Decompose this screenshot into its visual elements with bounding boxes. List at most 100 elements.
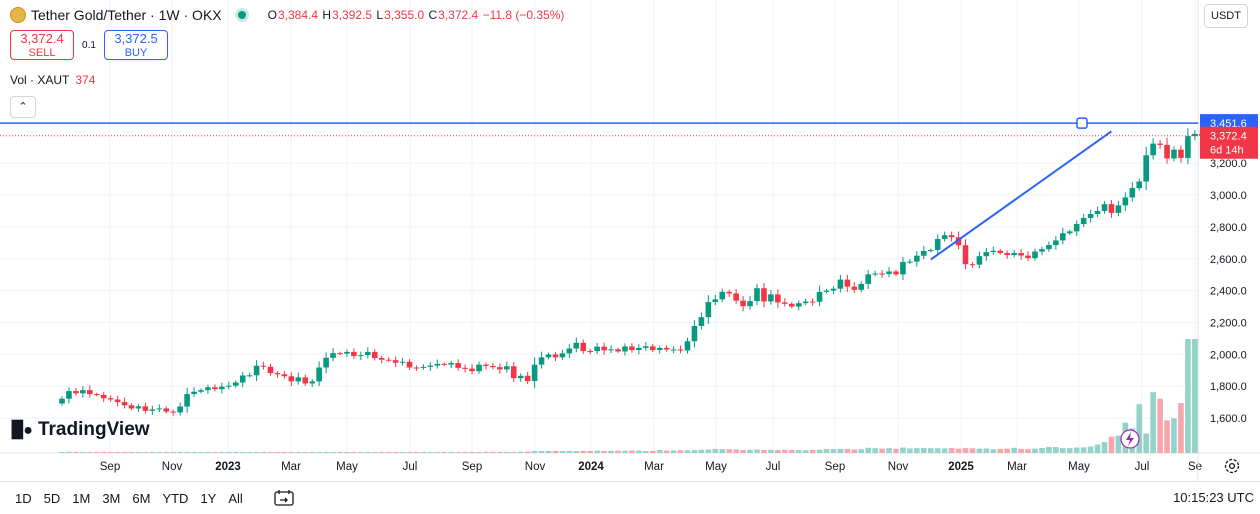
candle-body xyxy=(872,273,878,275)
range-1d[interactable]: 1D xyxy=(15,490,32,506)
volume-bar xyxy=(191,452,197,453)
y-tick-label: 3,200.0 xyxy=(1210,158,1247,170)
volume-bar xyxy=(135,452,142,453)
candle-body xyxy=(260,365,267,367)
candle-body xyxy=(1185,136,1191,158)
range-5d[interactable]: 5D xyxy=(43,490,61,506)
collapse-legend-button[interactable]: ⌃ xyxy=(10,96,36,118)
volume-bar xyxy=(1046,446,1052,453)
logo-text: TradingView xyxy=(37,419,150,440)
date-range-calendar-icon[interactable] xyxy=(273,489,295,507)
volume-bar xyxy=(476,451,482,453)
sell-button[interactable]: 3,372.4 SELL xyxy=(10,30,74,60)
candle-body xyxy=(420,366,427,368)
volume-bar xyxy=(677,450,684,453)
candle-body xyxy=(177,406,183,413)
range-ytd[interactable]: YTD xyxy=(162,490,189,506)
candle-body xyxy=(545,354,552,358)
candle-body xyxy=(1066,231,1073,234)
candle-body xyxy=(1032,251,1038,259)
tradingview-logo[interactable]: ▉● TradingView xyxy=(12,419,150,441)
lightning-bolt-icon xyxy=(1126,432,1134,446)
candle-body xyxy=(775,294,781,303)
volume-bar xyxy=(462,452,468,453)
candle-body xyxy=(608,349,614,351)
range-1y[interactable]: 1Y xyxy=(200,490,217,506)
volume-bar xyxy=(670,450,677,453)
candle-body xyxy=(510,366,517,379)
volume-bar xyxy=(406,452,413,453)
candle-body xyxy=(719,291,726,300)
candle-body xyxy=(1122,197,1129,206)
trade-panel: 3,372.4 SELL 0.1 3,372.5 BUY xyxy=(10,30,168,60)
candle-body xyxy=(677,349,684,351)
volume-bar xyxy=(441,452,448,453)
candle-body xyxy=(837,279,844,289)
candle-body xyxy=(962,245,969,265)
volume-legend: Vol · XAUT 374 xyxy=(10,73,95,87)
candle-body xyxy=(73,391,79,394)
currency-button[interactable]: USDT xyxy=(1204,4,1248,28)
range-6m[interactable]: 6M xyxy=(132,490,151,506)
range-all[interactable]: All xyxy=(228,490,243,506)
candle-body xyxy=(309,381,315,384)
symbol-title[interactable]: Tether Gold/Tether · 1W · OKX xyxy=(31,7,222,23)
candle-body xyxy=(128,405,135,409)
volume-bar xyxy=(1080,447,1087,453)
settings-gear-icon[interactable] xyxy=(1222,456,1242,476)
candle-body xyxy=(448,363,454,365)
candle-body xyxy=(1080,217,1087,225)
candle-body xyxy=(344,351,350,354)
candle-body xyxy=(934,239,941,250)
range-3m[interactable]: 3M xyxy=(102,490,121,506)
volume-bar xyxy=(559,451,566,453)
volume-bar xyxy=(413,452,420,453)
volume-bar xyxy=(545,450,552,453)
candle-body xyxy=(670,349,677,351)
volume-bar xyxy=(274,452,281,453)
x-tick-label: Jul xyxy=(1135,461,1150,473)
volume-bar xyxy=(1143,433,1149,453)
candle-body xyxy=(726,291,732,294)
volume-bar xyxy=(149,452,156,453)
candle-body xyxy=(191,391,197,395)
candle-body xyxy=(747,301,753,307)
candle-body xyxy=(893,271,899,275)
volume-bar xyxy=(698,449,705,453)
candle-body xyxy=(1129,188,1136,198)
range-1m[interactable]: 1M xyxy=(72,490,91,506)
volume-bar xyxy=(795,450,802,453)
volume-bar xyxy=(823,448,830,453)
volume-bar xyxy=(281,452,288,453)
candle-body xyxy=(93,394,100,396)
volume-bar xyxy=(1018,448,1024,453)
candle-body xyxy=(323,357,329,368)
candle-body xyxy=(955,237,962,246)
candle-body xyxy=(754,288,760,302)
candle-body xyxy=(587,350,593,352)
candle-body xyxy=(156,408,163,410)
volume-bar xyxy=(517,451,524,453)
volume-bar xyxy=(1025,449,1031,453)
candle-body xyxy=(601,346,607,351)
candle-body xyxy=(1094,210,1101,215)
x-tick-label: Jul xyxy=(766,461,781,473)
line-price-label: 3,451.6 xyxy=(1210,118,1247,130)
x-tick-label: 2025 xyxy=(948,461,974,473)
volume-bar xyxy=(1150,392,1156,453)
volume-bar xyxy=(566,450,573,453)
candle-body xyxy=(365,351,371,356)
candle-body xyxy=(316,367,322,382)
candle-body xyxy=(198,390,204,392)
volume-bar xyxy=(469,452,475,453)
volume-bar xyxy=(267,452,274,453)
volume-bar xyxy=(948,448,955,453)
volume-bar xyxy=(1004,448,1010,453)
candle-body xyxy=(858,283,865,290)
volume-bar xyxy=(219,452,225,453)
buy-button[interactable]: 3,372.5 BUY xyxy=(104,30,168,60)
candle-body xyxy=(385,359,392,361)
volume-bar xyxy=(684,450,691,453)
volume-bar xyxy=(531,450,538,453)
